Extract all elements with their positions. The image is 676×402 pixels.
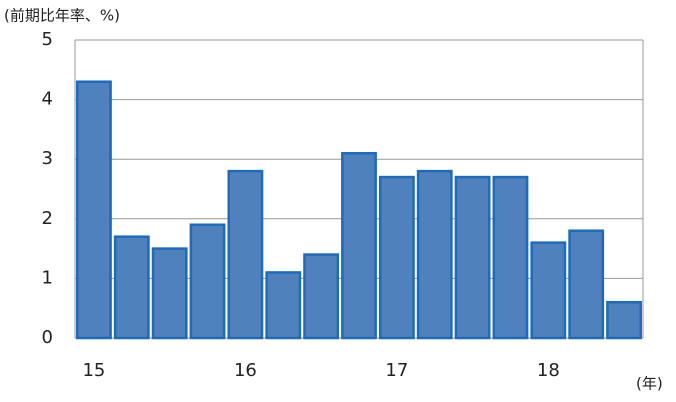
bar bbox=[530, 241, 567, 340]
y-tick-label: 0 bbox=[42, 327, 53, 348]
bar bbox=[568, 229, 605, 340]
y-tick-label: 4 bbox=[42, 89, 53, 110]
y-tick-label: 5 bbox=[42, 29, 53, 50]
y-tick-label: 1 bbox=[42, 267, 53, 288]
y-axis-label: (前期比年率、%) bbox=[4, 7, 120, 25]
bar bbox=[265, 271, 302, 340]
bar bbox=[492, 175, 529, 340]
y-tick-label: 3 bbox=[42, 148, 53, 169]
bar bbox=[113, 235, 150, 340]
bar bbox=[189, 223, 226, 340]
x-tick-label: 15 bbox=[82, 360, 105, 381]
x-tick-label: 16 bbox=[234, 360, 257, 381]
y-tick-label: 2 bbox=[42, 208, 53, 229]
bar bbox=[416, 169, 453, 340]
bar bbox=[378, 175, 415, 340]
bar bbox=[151, 247, 188, 340]
bar bbox=[227, 169, 264, 340]
x-tick-label: 17 bbox=[385, 360, 408, 381]
bar bbox=[606, 300, 642, 340]
bar bbox=[454, 175, 491, 340]
bar bbox=[303, 253, 340, 340]
bar bbox=[76, 80, 112, 340]
x-tick-label: 18 bbox=[537, 360, 560, 381]
bar bbox=[341, 151, 377, 340]
x-axis-label: (年) bbox=[636, 375, 663, 393]
